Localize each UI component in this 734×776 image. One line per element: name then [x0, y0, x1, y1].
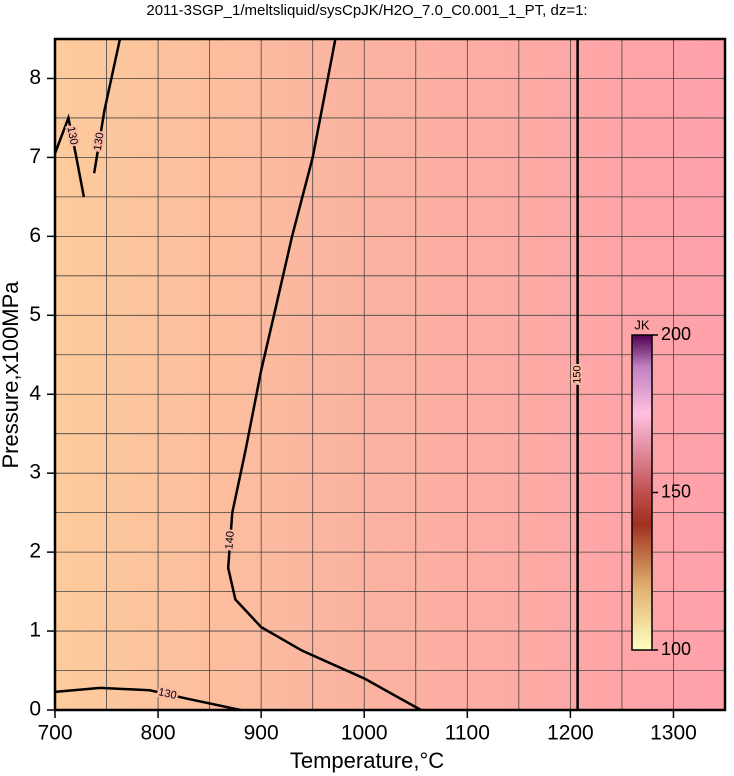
x-tick-label: 1300: [650, 722, 697, 745]
y-tick-label: 8: [29, 66, 41, 89]
plot-background: [55, 39, 725, 710]
y-tick-label: 7: [29, 145, 41, 168]
y-tick-label: 0: [29, 698, 41, 721]
contour-line: [53, 113, 86, 198]
contour-label: 130: [64, 125, 79, 145]
colorbar-tick-label: 200: [661, 324, 691, 344]
x-tick-label: 1100: [445, 722, 490, 745]
x-tick-label: 1000: [341, 722, 388, 745]
chart-title: 2011-3SGP_1/meltsliquid/sysCpJK/H2O_7.0_…: [146, 2, 587, 19]
x-tick-label: 900: [244, 722, 279, 745]
x-tick-label: 1200: [547, 722, 594, 745]
contour-label: 140: [223, 531, 236, 550]
colorbar-label: JK: [634, 317, 650, 332]
x-tick-label: 700: [37, 722, 72, 745]
y-tick-label: 1: [29, 619, 41, 642]
plot-frame: [53, 37, 727, 712]
colorbar-tick-label: 100: [661, 639, 691, 659]
y-axis-label: Pressure,x100MPa: [0, 281, 23, 469]
x-axis-label: Temperature,°C: [290, 748, 444, 773]
y-tick-label: 6: [29, 224, 41, 247]
contour-line: [54, 686, 241, 712]
y-tick-label: 4: [29, 382, 41, 405]
colorbar-tick-label: 150: [661, 481, 691, 501]
contour-label: 130: [92, 132, 107, 152]
x-tick-label: 800: [141, 722, 176, 745]
y-tick-label: 3: [29, 461, 41, 484]
y-tick-label: 2: [29, 540, 41, 563]
contour-line: [226, 38, 422, 712]
y-tick-label: 5: [29, 303, 41, 326]
colorbar: [631, 334, 653, 651]
contour-label: 150: [572, 365, 584, 383]
contour-line: [92, 38, 122, 174]
